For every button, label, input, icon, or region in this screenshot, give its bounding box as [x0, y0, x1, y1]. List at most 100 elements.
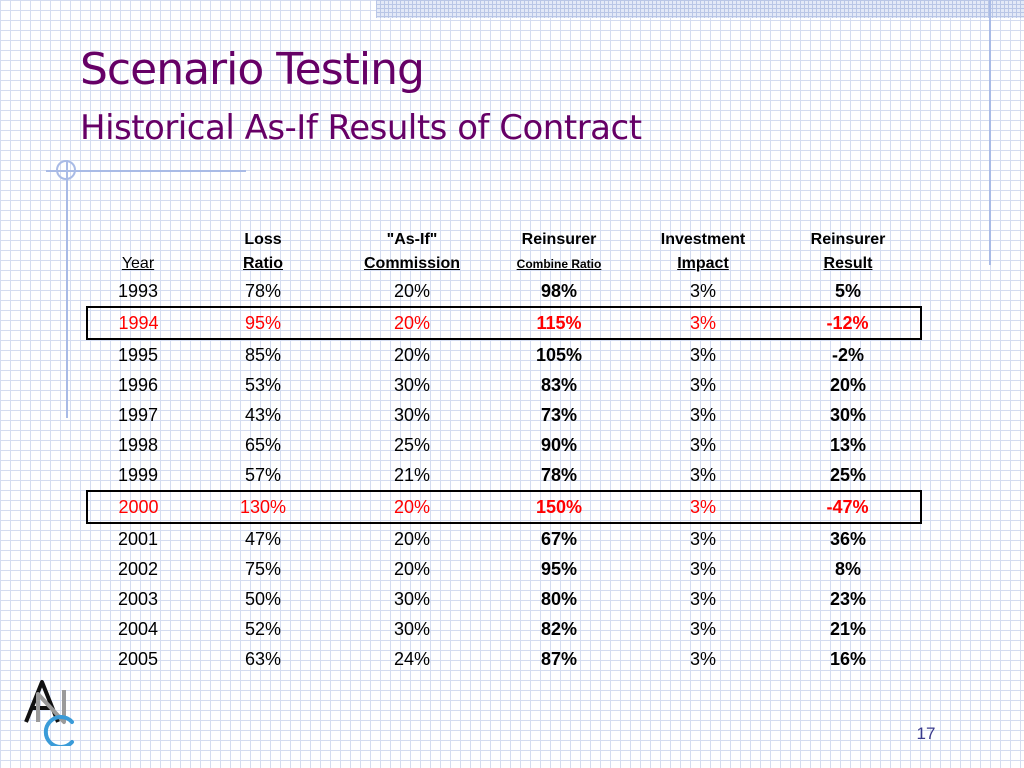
commission-cell: 20% — [393, 344, 431, 365]
combine-ratio-cell: 150% — [487, 490, 631, 524]
header-result-line2: Result — [823, 255, 873, 272]
header-year: Year — [87, 228, 189, 276]
result-cell: 20% — [829, 374, 867, 395]
commission-cell: 30% — [393, 374, 431, 395]
year-cell: 1996 — [117, 374, 159, 395]
loss-ratio-cell: 63% — [244, 648, 282, 669]
investment-cell: 3% — [689, 618, 716, 639]
table-row: 1993 78% 20% 98% 3% 5% — [87, 276, 921, 307]
result-cell: -2% — [831, 344, 864, 365]
loss-ratio-cell: 85% — [244, 344, 282, 365]
header-combine-ratio-line1: Reinsurer — [521, 231, 597, 248]
result-cell: 16% — [829, 648, 867, 669]
investment-cell: 3% — [689, 344, 716, 365]
table-row: 2004 52% 30% 82% 3% 21% — [87, 614, 921, 644]
year-cell: 2000 — [86, 490, 189, 524]
result-cell: 13% — [829, 434, 867, 455]
investment-cell: 3% — [689, 528, 716, 549]
table-row: 1997 43% 30% 73% 3% 30% — [87, 400, 921, 430]
commission-cell: 20% — [337, 306, 487, 340]
investment-cell: 3% — [689, 280, 716, 301]
result-cell: 30% — [829, 404, 867, 425]
header-result: Reinsurer Result — [775, 228, 921, 276]
header-loss-ratio-line1: Loss — [244, 231, 282, 248]
result-cell: 8% — [834, 558, 861, 579]
commission-cell: 20% — [393, 558, 431, 579]
loss-ratio-cell: 130% — [189, 490, 337, 524]
year-cell: 2005 — [117, 648, 159, 669]
investment-cell: 3% — [689, 558, 716, 579]
year-cell: 1997 — [117, 404, 159, 425]
year-cell: 2001 — [117, 528, 159, 549]
header-year-label: Year — [121, 255, 155, 272]
investment-cell: 3% — [689, 434, 716, 455]
result-cell: 36% — [829, 528, 867, 549]
year-cell: 2002 — [117, 558, 159, 579]
decorative-left-horizontal-line — [46, 170, 246, 172]
loss-ratio-cell: 52% — [244, 618, 282, 639]
table-row: 1999 57% 21% 78% 3% 25% — [87, 460, 921, 491]
table-row-highlighted: 2000 130% 20% 150% 3% -47% — [86, 490, 922, 524]
year-cell: 1999 — [117, 464, 159, 485]
investment-cell: 3% — [689, 588, 716, 609]
commission-cell: 30% — [393, 588, 431, 609]
commission-cell: 25% — [393, 434, 431, 455]
slide-subtitle: Historical As-If Results of Contract — [80, 108, 642, 148]
year-cell: 2004 — [117, 618, 159, 639]
results-table: Year Loss Ratio "As-If" Commission Reins… — [86, 228, 922, 674]
commission-cell: 20% — [393, 280, 431, 301]
investment-cell: 3% — [689, 374, 716, 395]
investment-cell: 3% — [689, 464, 716, 485]
combine-ratio-cell: 105% — [535, 344, 583, 365]
combine-ratio-cell: 73% — [540, 404, 578, 425]
decorative-left-vertical-line — [66, 160, 68, 418]
investment-cell: 3% — [689, 648, 716, 669]
combine-ratio-cell: 87% — [540, 648, 578, 669]
loss-ratio-cell: 75% — [244, 558, 282, 579]
commission-cell: 24% — [393, 648, 431, 669]
table-row: 2001 47% 20% 67% 3% 36% — [87, 523, 921, 554]
combine-ratio-cell: 98% — [540, 280, 578, 301]
combine-ratio-cell: 80% — [540, 588, 578, 609]
header-commission: "As-If" Commission — [337, 228, 487, 276]
page-number: 17 — [916, 724, 936, 743]
investment-cell: 3% — [689, 404, 716, 425]
combine-ratio-cell: 83% — [540, 374, 578, 395]
table-row: 1996 53% 30% 83% 3% 20% — [87, 370, 921, 400]
commission-cell: 20% — [393, 528, 431, 549]
commission-cell: 20% — [337, 490, 487, 524]
year-cell: 1993 — [117, 280, 159, 301]
header-result-line1: Reinsurer — [810, 231, 886, 248]
header-investment-line1: Investment — [660, 231, 746, 248]
loss-ratio-cell: 50% — [244, 588, 282, 609]
table-row-highlighted: 1994 95% 20% 115% 3% -12% — [86, 306, 922, 340]
header-investment: Investment Impact — [631, 228, 775, 276]
commission-cell: 30% — [393, 404, 431, 425]
table-row: 1998 65% 25% 90% 3% 13% — [87, 430, 921, 460]
loss-ratio-cell: 57% — [244, 464, 282, 485]
investment-cell: 3% — [631, 306, 775, 340]
table-row: 2003 50% 30% 80% 3% 23% — [87, 584, 921, 614]
header-commission-line1: "As-If" — [386, 231, 438, 248]
combine-ratio-cell: 67% — [540, 528, 578, 549]
header-combine-ratio: Reinsurer Combine Ratio — [487, 228, 631, 276]
decorative-vertical-line — [989, 0, 991, 265]
table-row: 2002 75% 20% 95% 3% 8% — [87, 554, 921, 584]
decorative-circle — [56, 160, 76, 180]
table-row: 1995 85% 20% 105% 3% -2% — [87, 339, 921, 370]
year-cell: 1995 — [117, 344, 159, 365]
table-row: 2005 63% 24% 87% 3% 16% — [87, 644, 921, 674]
loss-ratio-cell: 53% — [244, 374, 282, 395]
result-cell: -47% — [775, 490, 922, 524]
loss-ratio-cell: 47% — [244, 528, 282, 549]
results-table-header: Year Loss Ratio "As-If" Commission Reins… — [87, 228, 921, 276]
header-investment-line2: Impact — [677, 255, 729, 272]
combine-ratio-cell: 78% — [540, 464, 578, 485]
combine-ratio-cell: 95% — [540, 558, 578, 579]
loss-ratio-cell: 95% — [189, 306, 337, 340]
combine-ratio-cell: 90% — [540, 434, 578, 455]
anc-logo — [24, 680, 74, 746]
result-cell: 25% — [829, 464, 867, 485]
result-cell: -12% — [775, 306, 922, 340]
results-table-body: 1993 78% 20% 98% 3% 5% 1994 95% 20% 115%… — [86, 276, 922, 674]
